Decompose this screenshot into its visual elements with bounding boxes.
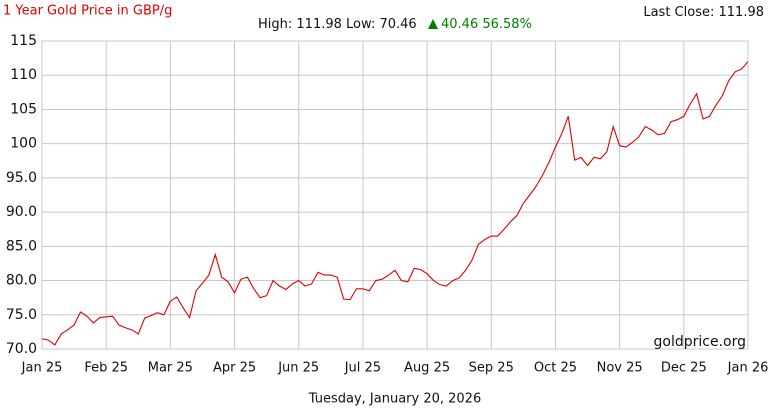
price-line — [41, 61, 749, 346]
series — [41, 61, 749, 346]
high-value: 111.98 — [296, 17, 342, 32]
change-percent: 56.58% — [482, 17, 532, 32]
x-tick-label: Jun 25 — [277, 361, 319, 376]
y-tick-label: 110 — [10, 67, 37, 83]
last-close: Last Close: 111.98 — [643, 5, 764, 20]
y-tick-label: 115 — [10, 33, 37, 49]
change-value: 40.46 — [441, 17, 478, 32]
high-low: High: 111.98 Low: 70.46 — [258, 17, 417, 32]
x-tick-label: Jul 25 — [344, 361, 381, 376]
up-triangle — [428, 19, 438, 29]
low-label: Low: — [346, 17, 375, 32]
high-label: High: — [258, 17, 292, 32]
x-tick-label: Jan 25 — [21, 361, 63, 376]
y-tick-label: 75.0 — [6, 307, 37, 323]
grid — [41, 40, 749, 350]
x-tick-label: Apr 25 — [213, 361, 256, 376]
y-tick-label: 105 — [10, 101, 37, 117]
x-tick-label: Sep 25 — [469, 361, 514, 376]
y-tick-label: 70.0 — [6, 341, 37, 357]
y-tick-label: 100 — [10, 136, 37, 152]
plot-frame — [41, 40, 749, 350]
x-axis-label: Tuesday, January 20, 2026 — [308, 392, 481, 407]
x-tick-label: Feb 25 — [84, 361, 128, 376]
y-tick-label: 85.0 — [6, 238, 37, 254]
last-close-value: 111.98 — [719, 5, 765, 20]
x-tick-label: Nov 25 — [597, 361, 643, 376]
x-tick-label: Mar 25 — [148, 361, 193, 376]
x-tick-label: Jan 26 — [727, 361, 769, 376]
y-tick-label: 80.0 — [6, 273, 37, 289]
change: 40.46 56.58% — [441, 17, 532, 32]
watermark: goldprice.org — [654, 334, 746, 350]
x-tick-label: Oct 25 — [534, 361, 577, 376]
x-tick-label: Aug 25 — [404, 361, 450, 376]
y-tick-label: 95.0 — [6, 170, 37, 186]
y-tick-label: 90.0 — [6, 204, 37, 220]
chart-title: 1 Year Gold Price in GBP/g — [3, 4, 172, 19]
low-value: 70.46 — [379, 17, 416, 32]
x-tick-label: Dec 25 — [661, 361, 707, 376]
last-close-label: Last Close: — [643, 5, 714, 20]
